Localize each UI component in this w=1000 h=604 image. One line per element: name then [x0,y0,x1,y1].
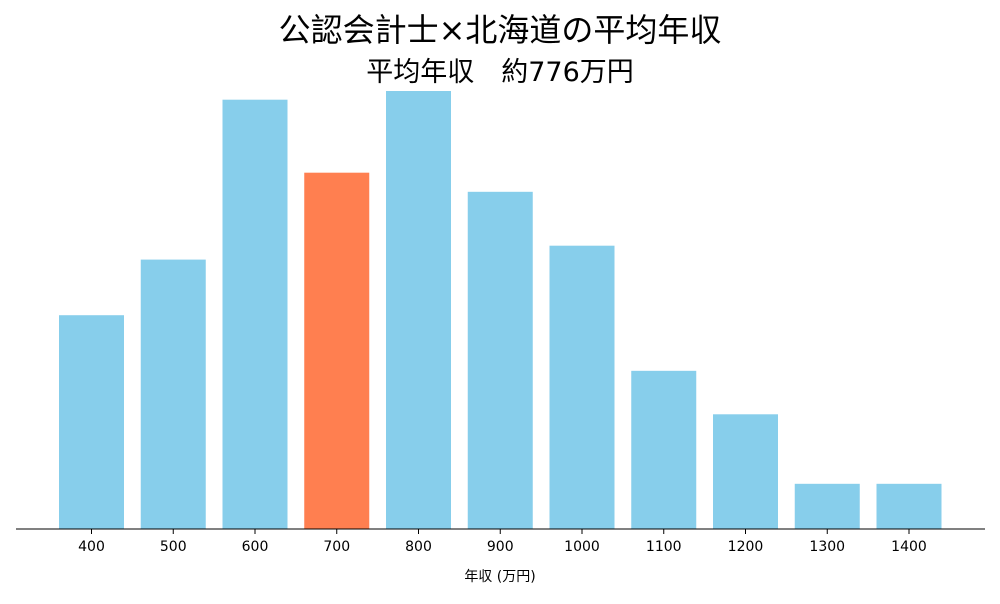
bar-1400 [876,483,942,529]
x-tick-label-500: 500 [160,539,187,555]
bar-500 [140,259,206,529]
bar-400 [59,315,124,529]
x-tick-label-800: 800 [405,539,432,555]
bar-1200 [713,414,778,529]
x-tick-label-1400: 1400 [891,539,927,555]
x-tick-label-1100: 1100 [646,539,682,555]
x-tick-label-600: 600 [242,539,269,555]
x-tick-label-1300: 1300 [809,539,845,555]
bar-800 [386,91,451,529]
chart-title: 公認会計士×北海道の平均年収 [279,11,722,49]
bars-group [59,91,942,529]
bar-700 [304,172,370,529]
x-axis-ticks: 400 500 600 700 800 900 1000 1100 1200 1300 1400 [78,529,927,555]
x-axis-label: 年収 (万円) [464,569,535,585]
bar-1100 [631,370,697,529]
bar-600 [222,99,288,529]
bar-1300 [794,483,860,529]
x-tick-label-400: 400 [78,539,105,555]
x-tick-label-1200: 1200 [728,539,764,555]
x-tick-label-900: 900 [487,539,514,555]
x-tick-label-1000: 1000 [564,539,600,555]
x-tick-label-700: 700 [323,539,350,555]
bar-1000 [549,245,615,529]
chart-subtitle: 平均年収 約776万円 [366,57,634,88]
bar-900 [467,191,533,529]
